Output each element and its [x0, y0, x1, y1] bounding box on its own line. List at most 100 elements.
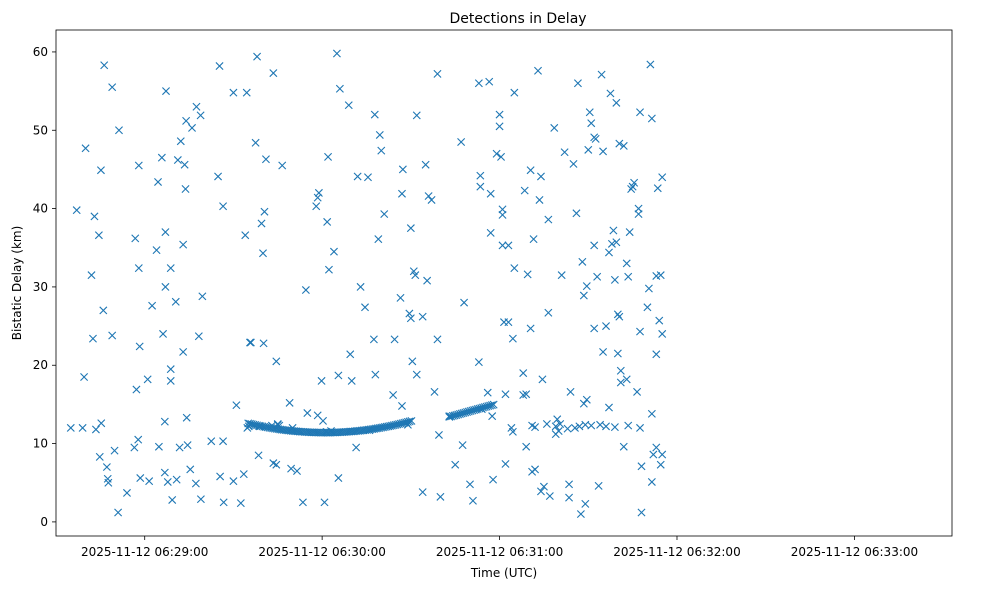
x-tick-label: 2025-11-12 06:29:00 — [81, 545, 208, 559]
data-point — [612, 238, 621, 247]
data-point — [636, 423, 645, 432]
data-point — [647, 409, 656, 418]
data-point — [504, 241, 513, 250]
data-point — [615, 139, 624, 148]
data-point — [556, 420, 565, 428]
data-point — [390, 335, 399, 344]
y-tick-label: 30 — [33, 280, 48, 294]
data-point — [319, 416, 328, 425]
x-axis-label: Time (UTC) — [470, 566, 537, 580]
data-point — [551, 422, 560, 431]
data-point — [624, 272, 633, 281]
data-point — [634, 210, 643, 219]
data-point — [95, 452, 104, 461]
data-point — [544, 308, 553, 317]
data-point — [573, 79, 582, 88]
data-point — [81, 144, 90, 153]
data-point — [619, 141, 628, 150]
data-point — [658, 173, 667, 182]
data-point — [501, 390, 510, 399]
data-point — [196, 495, 205, 504]
data-point — [163, 477, 172, 486]
data-point — [489, 400, 498, 409]
data-point — [529, 235, 538, 244]
data-point — [520, 186, 529, 195]
data-point — [476, 182, 485, 191]
data-point — [468, 496, 477, 505]
data-point — [606, 89, 615, 98]
data-point — [154, 442, 163, 451]
data-point — [433, 69, 442, 78]
data-point — [320, 498, 329, 507]
data-point — [633, 387, 642, 396]
data-point — [630, 178, 639, 187]
data-point — [625, 228, 634, 237]
data-point — [497, 152, 506, 161]
data-point — [253, 52, 262, 61]
data-point — [312, 202, 321, 211]
data-point — [161, 228, 170, 237]
data-point — [466, 480, 474, 489]
data-point — [182, 413, 191, 422]
data-point — [501, 459, 510, 468]
data-point — [451, 460, 460, 469]
data-point — [522, 390, 531, 399]
data-point — [565, 493, 574, 502]
data-point — [162, 87, 170, 96]
data-point — [531, 423, 540, 432]
data-point — [485, 77, 494, 86]
data-point — [418, 312, 427, 321]
data-point — [298, 498, 307, 507]
data-point — [619, 442, 628, 451]
data-point — [531, 465, 540, 474]
data-point — [332, 49, 341, 58]
data-point — [131, 234, 140, 243]
data-point — [423, 276, 432, 285]
data-point — [637, 508, 646, 517]
data-point — [216, 472, 225, 481]
data-point — [519, 369, 528, 378]
data-point — [579, 399, 588, 408]
data-point — [624, 421, 633, 430]
data-point — [198, 292, 207, 301]
data-point — [522, 442, 531, 451]
data-point — [644, 284, 653, 293]
data-point — [627, 185, 636, 193]
data-point — [96, 166, 105, 175]
data-point — [182, 116, 191, 125]
y-tick-label: 20 — [33, 358, 48, 372]
x-tick-label: 2025-11-12 06:33:00 — [791, 545, 918, 559]
data-point — [565, 480, 574, 489]
data-point — [188, 123, 197, 132]
data-point — [130, 443, 139, 452]
data-point — [523, 270, 532, 279]
data-point — [613, 310, 622, 319]
data-points — [66, 49, 667, 519]
data-point — [104, 478, 113, 487]
data-point — [406, 314, 415, 323]
data-point — [412, 111, 421, 120]
data-point — [622, 259, 631, 268]
y-tick-label: 10 — [33, 437, 48, 451]
data-point — [380, 210, 389, 219]
data-point — [405, 309, 414, 318]
data-point — [616, 378, 625, 387]
data-point — [168, 495, 177, 504]
y-axis: 0 10 20 30 40 50 60 — [33, 45, 56, 529]
data-point — [293, 466, 301, 475]
data-point — [636, 108, 645, 117]
data-point — [301, 286, 310, 295]
data-point — [488, 412, 497, 421]
data-point — [495, 110, 504, 119]
plot-frame — [55, 29, 953, 537]
data-point — [418, 488, 427, 497]
data-point — [457, 138, 466, 146]
data-point — [245, 338, 254, 347]
data-point — [152, 246, 161, 255]
data-point — [389, 391, 398, 399]
data-point — [652, 350, 661, 359]
data-point — [257, 219, 266, 228]
data-point — [607, 239, 616, 248]
data-point — [636, 327, 645, 336]
data-point — [160, 417, 169, 426]
